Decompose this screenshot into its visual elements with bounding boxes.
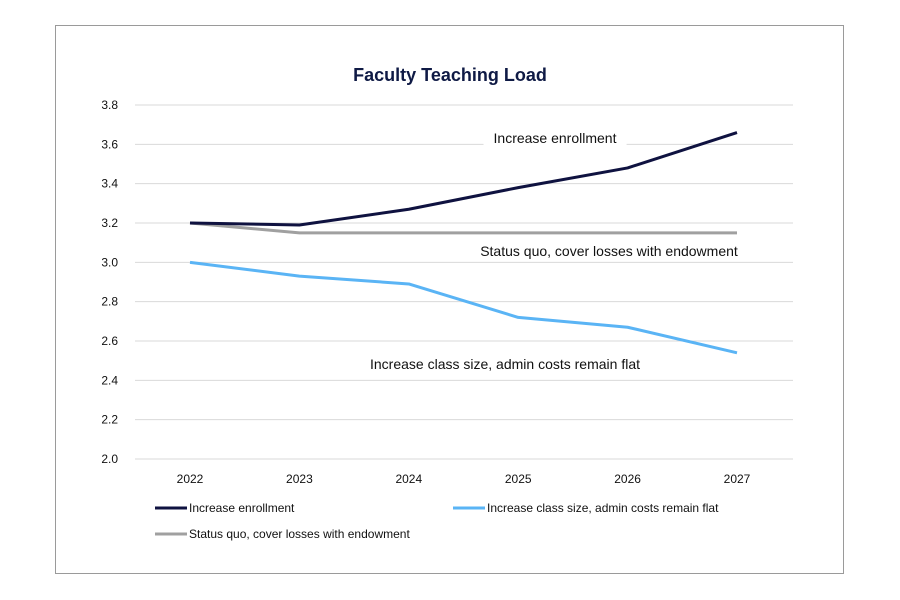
y-tick-label: 3.2 xyxy=(101,216,118,230)
y-tick-label: 2.4 xyxy=(101,373,118,387)
series-annotation: Increase class size, admin costs remain … xyxy=(370,356,640,372)
x-tick-label: 2026 xyxy=(614,472,641,486)
x-tick-label: 2023 xyxy=(286,472,313,486)
legend-label: Increase enrollment xyxy=(189,501,295,515)
series-annotation: Increase enrollment xyxy=(494,130,617,146)
annotation-background xyxy=(470,241,748,261)
y-tick-label: 3.6 xyxy=(101,137,118,151)
x-tick-label: 2027 xyxy=(724,472,751,486)
y-tick-label: 3.4 xyxy=(101,177,118,191)
annotation-background xyxy=(483,128,627,148)
x-tick-label: 2025 xyxy=(505,472,532,486)
series-annotation: Status quo, cover losses with endowment xyxy=(480,243,738,259)
chart-frame xyxy=(55,25,844,574)
legend-label: Status quo, cover losses with endowment xyxy=(189,527,410,541)
y-tick-label: 2.6 xyxy=(101,334,118,348)
y-tick-label: 2.2 xyxy=(101,413,118,427)
x-tick-label: 2022 xyxy=(177,472,204,486)
y-tick-label: 3.0 xyxy=(101,255,118,269)
series-line xyxy=(189,260,738,355)
legend-label: Increase class size, admin costs remain … xyxy=(487,501,719,515)
y-tick-label: 3.8 xyxy=(101,98,118,112)
series-line xyxy=(189,131,738,227)
y-tick-label: 2.0 xyxy=(101,452,118,466)
series-line xyxy=(189,221,737,235)
annotation-background xyxy=(360,354,651,374)
x-tick-label: 2024 xyxy=(395,472,422,486)
y-tick-label: 2.8 xyxy=(101,295,118,309)
chart-title: Faculty Teaching Load xyxy=(353,65,547,85)
